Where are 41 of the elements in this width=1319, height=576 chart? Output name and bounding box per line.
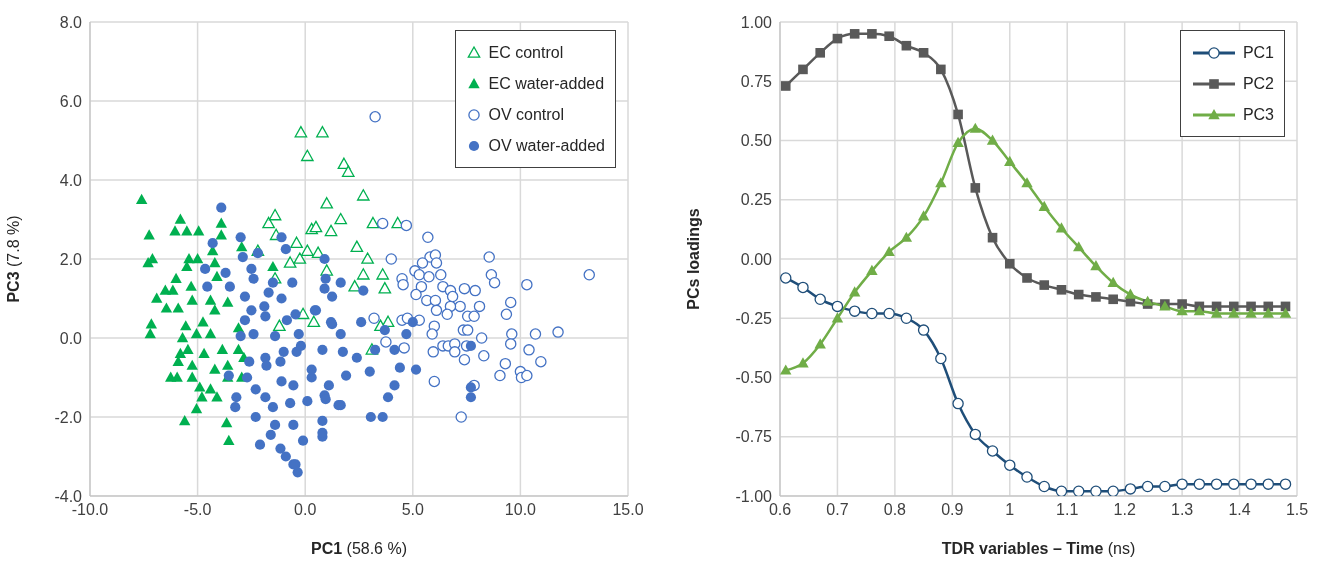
x-tick-label: 1.3	[1170, 501, 1194, 519]
x-tick-label: -10.0	[71, 501, 109, 519]
x-axis-title: TDR variables – Time (ns)	[941, 540, 1136, 557]
x-tick-label: 1	[1005, 501, 1015, 519]
y-tick-label: 1.00	[740, 13, 773, 31]
x-tick-label: 0.6	[768, 501, 792, 519]
x-tick-label: 1.4	[1228, 501, 1251, 519]
y-axis-title: PC3 (7.8 %)	[5, 215, 22, 303]
y-tick-label: 0.75	[740, 72, 773, 90]
x-tick-label: -5.0	[183, 501, 212, 519]
x-tick-label: 0.9	[941, 501, 964, 519]
y-tick-label: 6.0	[59, 92, 83, 110]
legend-label: PC3	[1242, 105, 1274, 124]
legend-label: OV control	[488, 105, 565, 124]
x-tick-label: 1.2	[1113, 501, 1136, 519]
y-axis-title: PCs loadings	[685, 208, 702, 310]
x-axis-title: PC1 (58.6 %)	[310, 540, 408, 557]
x-tick-label: 1.1	[1056, 501, 1079, 519]
y-tick-label: -2.0	[54, 408, 83, 426]
y-tick-label: 0.00	[740, 250, 773, 268]
y-tick-label: -0.75	[735, 428, 773, 446]
x-tick-label: 1.5	[1285, 501, 1309, 519]
x-tick-label: 0.0	[294, 501, 317, 519]
y-tick-label: 2.0	[59, 250, 83, 268]
y-tick-label: 4.0	[59, 171, 83, 189]
y-tick-label: 0.50	[740, 132, 773, 150]
x-tick-label: 0.8	[883, 501, 907, 519]
legend-label: PC2	[1242, 74, 1274, 93]
x-tick-label: 5.0	[401, 501, 425, 519]
x-tick-label: 0.7	[826, 501, 849, 519]
legend-label: OV water-added	[488, 136, 605, 155]
x-tick-label: 10.0	[504, 501, 537, 519]
x-tick-label: 15.0	[612, 501, 644, 519]
y-tick-label: 0.25	[740, 191, 773, 209]
legend-label: PC1	[1242, 43, 1274, 62]
y-tick-label: 0.0	[59, 329, 83, 347]
y-tick-label: -0.50	[735, 369, 773, 387]
y-tick-label: -0.25	[735, 309, 773, 327]
y-tick-label: 8.0	[59, 13, 83, 31]
legend-label: EC control	[488, 43, 564, 62]
legend-label: EC water-added	[488, 74, 605, 93]
